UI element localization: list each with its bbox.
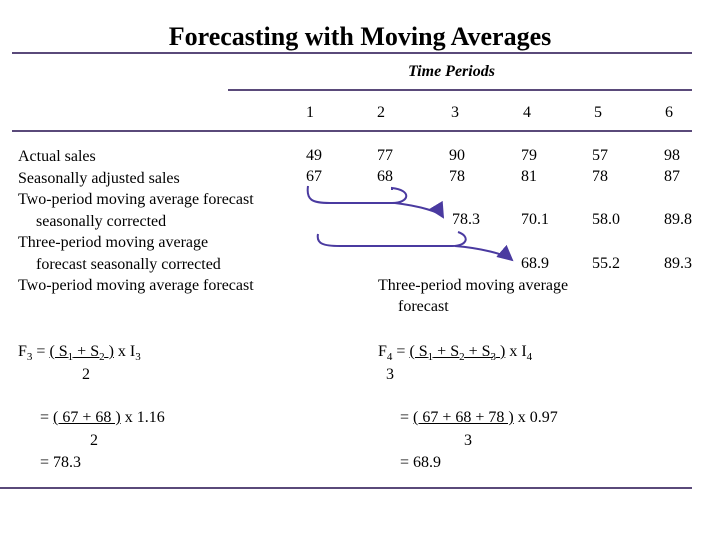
two-period-bracket-arrow — [306, 185, 443, 217]
three-period-value-4: 68.9 — [521, 255, 549, 272]
actual-sales-4: 79 — [521, 147, 537, 164]
time-periods-subtitle: Time Periods — [408, 63, 495, 80]
header-rule — [12, 130, 692, 132]
period-header-1: 1 — [306, 104, 314, 121]
actual-sales-3: 90 — [449, 147, 465, 164]
period-header-4: 4 — [523, 104, 531, 121]
page-title: Forecasting with Moving Averages — [168, 22, 552, 51]
label-seasonally-adjusted: Seasonally adjusted sales — [18, 169, 180, 187]
three-period-bracket-arrow — [316, 231, 512, 260]
formula-f3-calc-denominator: 2 — [90, 432, 98, 449]
actual-sales-6: 98 — [664, 147, 680, 164]
row-labels: Actual sales Seasonally adjusted sales T… — [18, 146, 254, 297]
formula-f3-calc: = ( 67 + 68 ) x 1.16 — [40, 409, 165, 426]
formula-f4-calc: = ( 67 + 68 + 78 ) x 0.97 — [400, 409, 558, 426]
period-header-6: 6 — [665, 104, 673, 121]
formula-f4-result: = 68.9 — [400, 454, 442, 471]
adjusted-sales-6: 87 — [664, 168, 680, 185]
period-header-5: 5 — [594, 104, 602, 121]
three-period-caption-line2: forecast — [398, 298, 449, 315]
three-period-value-5: 55.2 — [592, 255, 620, 272]
label-actual-sales: Actual sales — [18, 148, 96, 165]
formula-f3-result: = 78.3 — [40, 454, 82, 471]
subtitle-rule — [228, 89, 692, 91]
adjusted-sales-3: 78 — [449, 168, 465, 185]
label-two-period-plain: Two-period moving average forecast — [18, 277, 254, 294]
formula-f3-denominator: 2 — [82, 366, 90, 383]
adjusted-sales-4: 81 — [521, 168, 537, 185]
adjusted-sales-1: 67 — [306, 168, 322, 185]
bottom-rule — [0, 487, 692, 489]
two-period-value-5: 58.0 — [592, 211, 620, 228]
actual-sales-1: 49 — [306, 147, 322, 164]
adjusted-sales-2: 68 — [377, 168, 393, 185]
label-three-period: Three-period moving average — [18, 234, 209, 251]
period-header-3: 3 — [451, 104, 459, 121]
label-two-period-cont: seasonally corrected — [36, 212, 167, 230]
label-two-period: Two-period moving average forecast — [18, 191, 254, 208]
formula-f4-denominator: 3 — [386, 366, 394, 383]
period-header-2: 2 — [377, 104, 385, 121]
label-three-period-cont: forecast seasonally corrected — [36, 255, 221, 273]
formula-f4: F4 = ( S1 + S2 + S3 ) x I4 — [378, 343, 533, 364]
formula-f3: F3 = ( S1 + S2 ) x I3 — [18, 343, 141, 364]
actual-sales-5: 57 — [592, 147, 608, 164]
title-rule — [12, 52, 692, 54]
formula-f4-calc-denominator: 3 — [464, 432, 472, 449]
two-period-value-4: 70.1 — [521, 211, 549, 228]
three-period-value-6: 89.3 — [664, 255, 692, 272]
two-period-value-6: 89.8 — [664, 211, 692, 228]
two-period-value-3: 78.3 — [452, 211, 480, 228]
adjusted-sales-5: 78 — [592, 168, 608, 185]
three-period-caption-line1: Three-period moving average — [378, 277, 569, 294]
actual-sales-2: 77 — [377, 147, 393, 164]
